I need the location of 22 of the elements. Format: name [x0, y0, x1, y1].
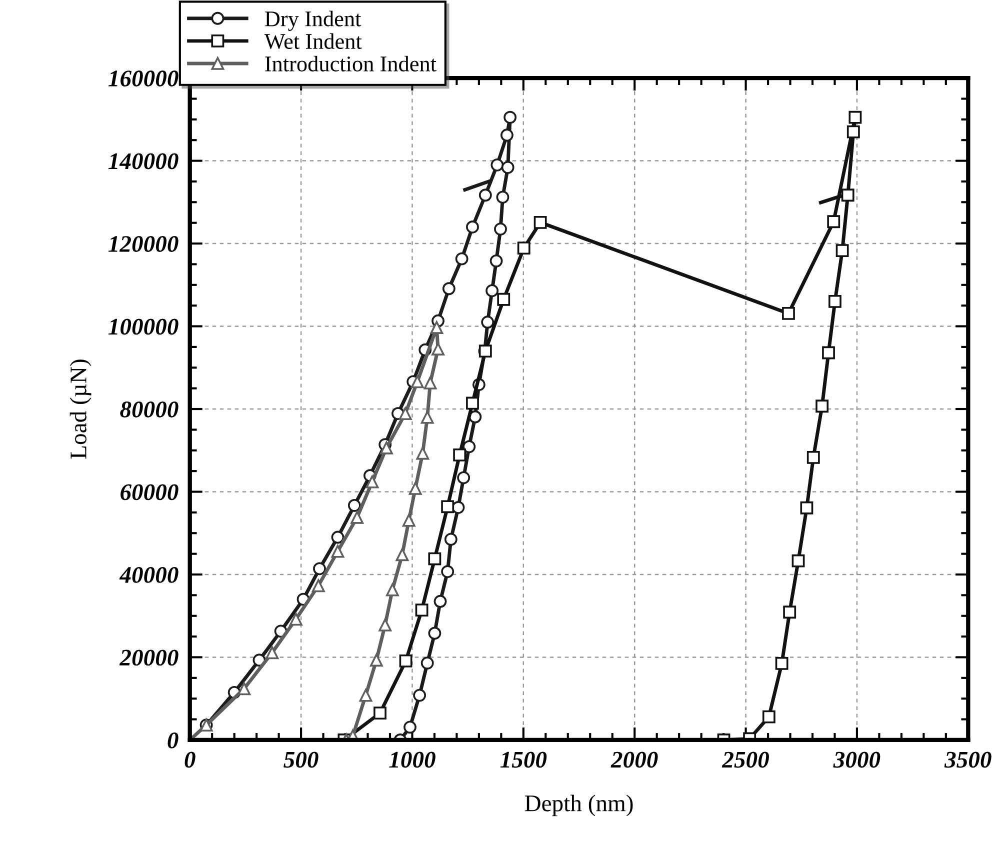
x-tick-label: 0 — [184, 752, 196, 768]
x-tick-label: 500 — [284, 752, 318, 768]
legend-label: Wet Indent — [264, 33, 362, 50]
legend-label: Introduction Indent — [265, 56, 436, 72]
y-tick-label: 80000 — [120, 402, 178, 418]
x-tick-label: 1000 — [389, 752, 436, 768]
y-tick-label: 20000 — [119, 650, 178, 666]
legend-label: Dry Indent — [264, 10, 362, 31]
x-tick-label: 1500 — [500, 752, 547, 768]
y-tick-label: 160000 — [108, 70, 178, 86]
y-tick-label: 120000 — [108, 236, 178, 252]
y-tick-label: 100000 — [108, 318, 178, 335]
x-tick-label: 2000 — [610, 752, 658, 768]
y-axis-title: Load (µN) — [70, 360, 92, 459]
y-tick-label: 0 — [168, 732, 178, 748]
y-tick-label: 40000 — [119, 566, 178, 583]
x-tick-label: 3000 — [833, 752, 880, 768]
y-tick-label: 60000 — [120, 484, 178, 500]
x-tick-label: 3500 — [944, 752, 992, 768]
y-tick-label: 140000 — [108, 153, 178, 170]
x-tick-label: 2500 — [722, 752, 769, 768]
x-axis-title: Depth (nm) — [524, 794, 633, 816]
